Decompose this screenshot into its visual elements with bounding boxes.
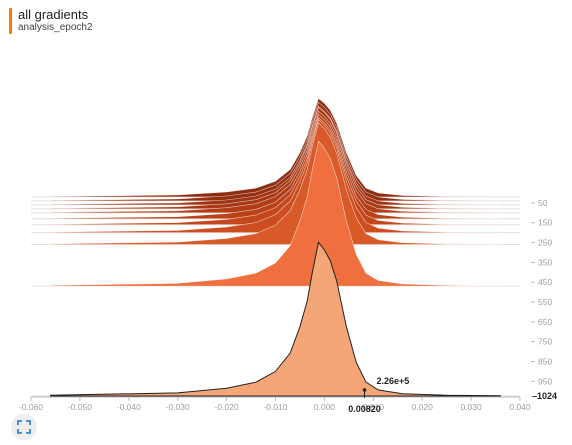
histogram-area (50, 140, 501, 287)
x-tick-label: 0.020 (412, 402, 434, 412)
step-tick-label: 550 (538, 297, 552, 307)
histogram-area (50, 118, 501, 233)
x-tick-label: 0.010 (363, 402, 385, 412)
x-tick-label: 0.030 (460, 402, 482, 412)
x-tick-label: -0.050 (68, 402, 92, 412)
hover-step-label: –1024 (532, 391, 557, 401)
run-color-swatch (9, 8, 12, 34)
x-tick-label: -0.020 (215, 402, 239, 412)
histogram-area (50, 116, 501, 226)
histogram-series (50, 97, 502, 397)
x-tick-label: -0.040 (117, 402, 141, 412)
fullscreen-button[interactable] (11, 414, 37, 440)
x-tick-label: -0.030 (166, 402, 190, 412)
chart-title: all gradients (18, 7, 89, 22)
hover-value-label: 2.26e+5 (376, 376, 409, 386)
step-tick-label: 850 (538, 357, 552, 367)
run-name: analysis_epoch2 (18, 22, 93, 33)
fullscreen-icon (17, 420, 31, 434)
x-axis: -0.060 -0.050 -0.040 -0.030 -0.020 -0.010 0.00… (19, 396, 531, 412)
histogram-area (50, 241, 502, 397)
histogram-area (50, 97, 501, 198)
histogram-area (50, 101, 501, 202)
hover-point (362, 388, 367, 392)
hover-readout: 2.26e+5 0.00820 –1024 (348, 376, 557, 414)
hover-x-label: 0.00820 (348, 404, 381, 414)
chart-header: all gradients analysis_epoch2 (9, 8, 93, 34)
x-tick-label: 0.040 (509, 402, 531, 412)
step-tick-label: 150 (538, 218, 552, 228)
step-tick-label: 50 (538, 198, 548, 208)
step-tick-label: 250 (538, 238, 552, 248)
histogram-area (50, 106, 501, 210)
histogram-area (50, 122, 501, 245)
step-tick-label: 450 (538, 277, 552, 287)
x-tick-label: -0.010 (263, 402, 287, 412)
histogram-area (50, 110, 501, 214)
histogram-area (50, 113, 501, 220)
header-text: all gradients analysis_epoch2 (18, 8, 93, 34)
step-tick-label: 750 (538, 337, 552, 347)
step-tick-label: 350 (538, 257, 552, 267)
step-tick-label: 650 (538, 317, 552, 327)
histogram-area (50, 105, 501, 206)
step-tick-label: 950 (538, 376, 552, 386)
x-tick-label: -0.060 (19, 402, 43, 412)
x-tick-label: 0.000 (314, 402, 336, 412)
step-axis: 50 150 250 350 450 550 650 750 850 950 (531, 198, 552, 386)
